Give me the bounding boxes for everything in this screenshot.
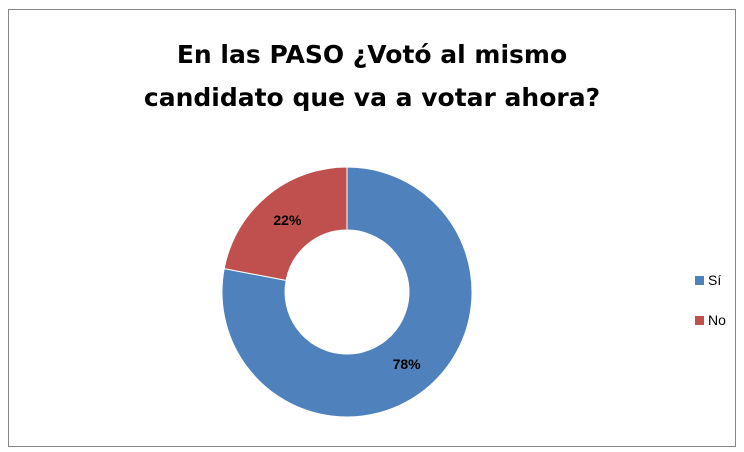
legend-swatch-si [695,275,704,285]
slice-no [223,166,348,281]
data-label-si: 78% [393,356,422,372]
legend: Sí No [695,270,726,350]
data-label-no: 22% [273,212,302,228]
legend-item-no: No [695,310,726,330]
legend-label-si: Sí [708,272,722,288]
slice-si [221,166,473,418]
legend-label-no: No [708,312,726,328]
chart-title-line-2: candidato que va a votar ahora? [143,83,601,112]
chart-title: En las PASO ¿Votó al mismo candidato que… [0,33,744,119]
chart-title-line-1: En las PASO ¿Votó al mismo [176,40,568,69]
legend-item-si: Sí [695,270,726,290]
legend-swatch-no [695,315,704,325]
